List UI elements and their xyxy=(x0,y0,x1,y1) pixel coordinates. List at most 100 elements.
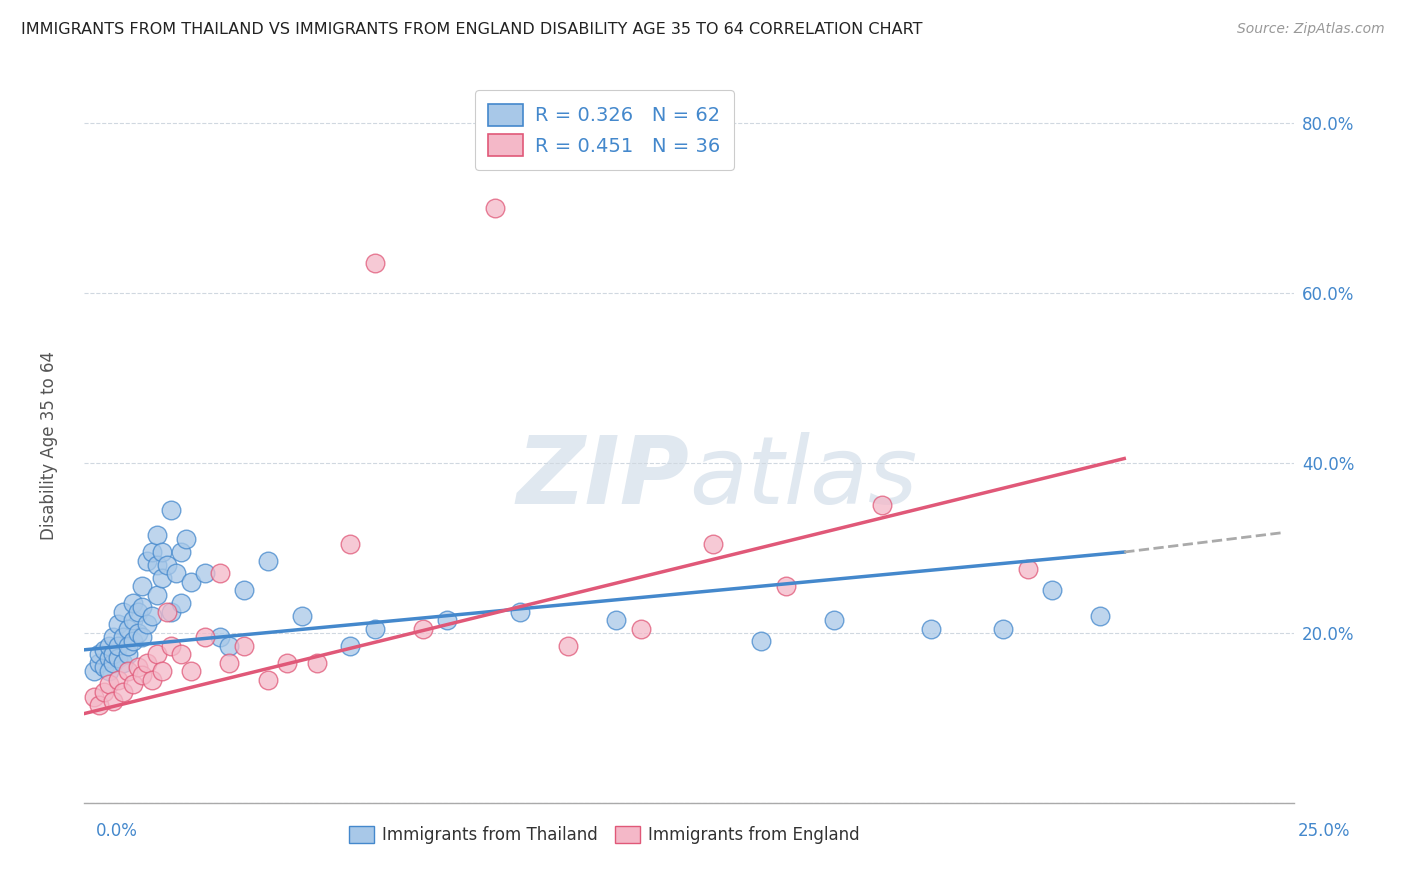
Point xyxy=(136,553,159,567)
Point xyxy=(131,630,153,644)
Point xyxy=(150,545,173,559)
Point xyxy=(93,685,115,699)
Point xyxy=(127,605,149,619)
Point xyxy=(93,642,115,657)
Point xyxy=(160,502,183,516)
Point xyxy=(87,647,110,661)
Point xyxy=(107,639,129,653)
Point xyxy=(97,664,120,678)
Point xyxy=(107,617,129,632)
Point xyxy=(112,605,135,619)
Point xyxy=(165,566,187,581)
Point xyxy=(112,685,135,699)
Point xyxy=(121,634,143,648)
Point xyxy=(103,630,125,644)
Point xyxy=(112,656,135,670)
Point xyxy=(208,566,231,581)
Point xyxy=(103,647,125,661)
Point xyxy=(208,630,231,644)
Point xyxy=(93,660,115,674)
Point xyxy=(103,656,125,670)
Point xyxy=(107,673,129,687)
Point xyxy=(131,579,153,593)
Point xyxy=(436,613,458,627)
Text: atlas: atlas xyxy=(689,432,917,524)
Point xyxy=(291,608,314,623)
Point xyxy=(160,605,183,619)
Point xyxy=(605,613,627,627)
Point xyxy=(170,647,193,661)
Point xyxy=(131,600,153,615)
Point xyxy=(103,694,125,708)
Point xyxy=(702,536,724,550)
Point xyxy=(174,533,197,547)
Point xyxy=(146,647,169,661)
Point xyxy=(107,651,129,665)
Text: 25.0%: 25.0% xyxy=(1298,822,1350,840)
Point xyxy=(127,625,149,640)
Point xyxy=(155,605,177,619)
Point xyxy=(160,639,183,653)
Point xyxy=(150,570,173,584)
Text: Source: ZipAtlas.com: Source: ZipAtlas.com xyxy=(1237,22,1385,37)
Point xyxy=(194,630,217,644)
Point xyxy=(112,630,135,644)
Point xyxy=(97,677,120,691)
Point xyxy=(83,664,105,678)
Point xyxy=(87,698,110,712)
Point xyxy=(775,579,797,593)
Point xyxy=(97,639,120,653)
Text: IMMIGRANTS FROM THAILAND VS IMMIGRANTS FROM ENGLAND DISABILITY AGE 35 TO 64 CORR: IMMIGRANTS FROM THAILAND VS IMMIGRANTS F… xyxy=(21,22,922,37)
Point xyxy=(993,622,1015,636)
Point xyxy=(121,677,143,691)
Point xyxy=(97,651,120,665)
Point xyxy=(194,566,217,581)
Point xyxy=(1088,608,1111,623)
Point xyxy=(484,201,506,215)
Point xyxy=(146,528,169,542)
Point xyxy=(218,639,240,653)
Point xyxy=(557,639,579,653)
Point xyxy=(872,498,894,512)
Point xyxy=(339,639,361,653)
Point xyxy=(146,588,169,602)
Point xyxy=(180,574,202,589)
Point xyxy=(170,596,193,610)
Legend: Immigrants from Thailand, Immigrants from England: Immigrants from Thailand, Immigrants fro… xyxy=(340,817,868,852)
Point xyxy=(141,608,163,623)
Point xyxy=(257,673,280,687)
Point xyxy=(257,553,280,567)
Point xyxy=(823,613,845,627)
Point xyxy=(136,656,159,670)
Point xyxy=(141,545,163,559)
Point xyxy=(121,596,143,610)
Point xyxy=(117,647,139,661)
Point xyxy=(276,656,298,670)
Point xyxy=(127,660,149,674)
Point xyxy=(1017,562,1039,576)
Point xyxy=(121,613,143,627)
Point xyxy=(141,673,163,687)
Point xyxy=(1040,583,1063,598)
Point xyxy=(146,558,169,572)
Point xyxy=(509,605,531,619)
Text: 0.0%: 0.0% xyxy=(96,822,138,840)
Point xyxy=(233,639,256,653)
Point xyxy=(218,656,240,670)
Point xyxy=(87,656,110,670)
Point xyxy=(170,545,193,559)
Point xyxy=(117,664,139,678)
Point xyxy=(131,668,153,682)
Point xyxy=(751,634,773,648)
Point xyxy=(83,690,105,704)
Point xyxy=(180,664,202,678)
Point xyxy=(363,622,385,636)
Point xyxy=(305,656,328,670)
Point xyxy=(363,256,385,270)
Text: ZIP: ZIP xyxy=(516,432,689,524)
Point xyxy=(155,558,177,572)
Point xyxy=(150,664,173,678)
Point xyxy=(233,583,256,598)
Point xyxy=(630,622,652,636)
Point xyxy=(117,622,139,636)
